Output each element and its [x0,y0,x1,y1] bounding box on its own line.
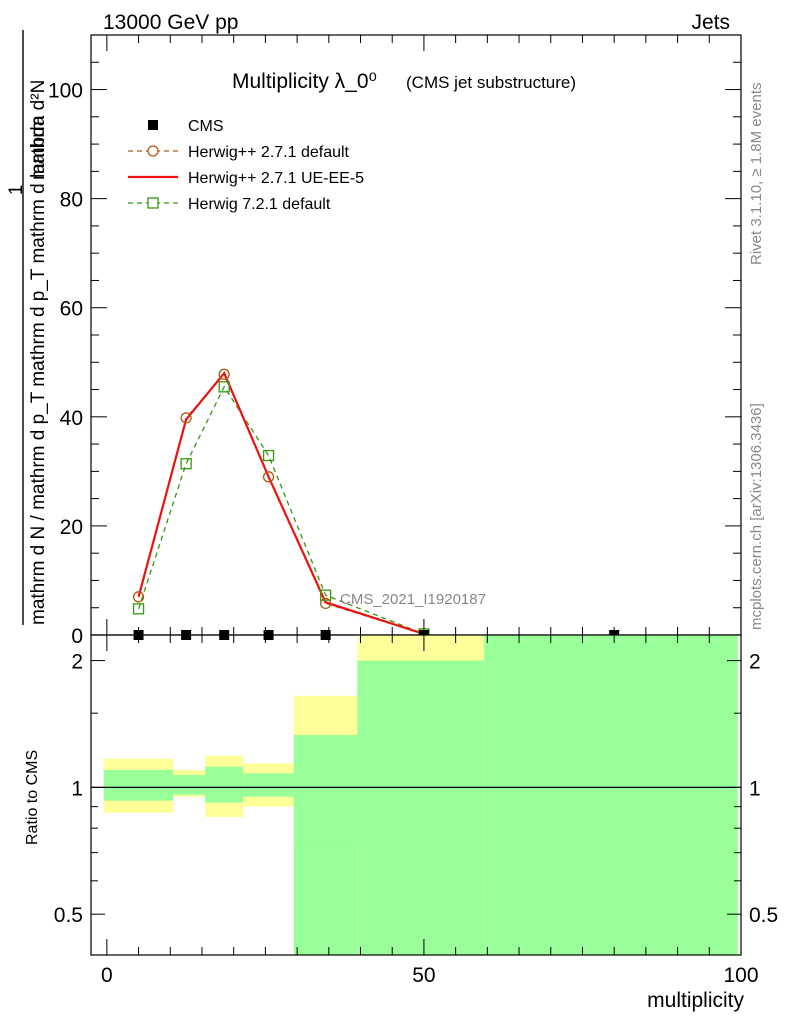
ratio-frame [90,634,742,956]
mcplots-label: mcplots.cern.ch [arXiv:1306.3436] [748,403,765,630]
ratio-band-inner [357,660,485,955]
herwig-721-point [180,458,192,470]
legend-label: CMS [188,118,224,135]
ratio-y-tick-label: 2 [71,651,83,674]
series-herwig-721-line [137,385,425,635]
rivet-version-label: Rivet 3.1.10, ≥ 1.8M events [748,83,765,266]
y-tick-label: 80 [60,189,83,212]
main-panel: Multiplicity λ_0⁰ (CMS jet substructure)… [48,34,742,648]
ratio-band-inner [484,635,738,955]
ratio-band-inner [138,769,174,801]
ratio-band-inner [205,766,244,803]
series-herwig-ueee5-line [137,371,425,635]
ratio-panel: 0.5 0.5 1 1 2 2 0 50 100 [54,634,778,987]
legend-label: Herwig++ 2.7.1 default [188,144,350,161]
y-tick-label: 40 [60,407,83,430]
legend-marker-cms [148,120,158,130]
y-tick-label: 0 [71,625,83,648]
chart-subtitle: (CMS jet substructure) [406,73,576,92]
ratio-y-tick-label: 1 [71,777,83,800]
herwig-default-point [180,412,192,424]
x-tick-label: 100 [723,964,758,987]
y-tick-label: 20 [60,516,83,539]
y-tick-label: 100 [48,80,83,103]
ratio-band-inner [243,773,294,797]
legend-marker-herwig-default [147,145,159,157]
main-y-axis-label: 1 mathrm d²N mathrm d N / mathrm d p_T m… [6,30,49,625]
ratio-band-inner [173,774,206,795]
y-tick-label: 60 [60,298,83,321]
ratio-y-tick-label: 2 [749,651,761,674]
herwig-default-point [132,591,145,603]
ratio-y-axis-label: Ratio to CMS [24,750,41,845]
legend-label: Herwig 7.2.1 default [188,196,331,213]
x-tick-label: 0 [101,964,113,987]
legend-marker-herwig-721 [147,197,159,209]
ratio-y-tick-label: 0.5 [749,904,778,927]
y-label-top-one: 1 [6,185,27,196]
watermark-label: CMS_2021_I1920187 [340,591,486,608]
legend: CMS Herwig++ 2.7.1 default Herwig++ 2.7.1 … [128,118,364,213]
herwig-721-point [319,589,332,601]
herwig-default-point [262,471,275,483]
legend-label: Herwig++ 2.7.1 UE-EE-5 [188,170,364,187]
y-label-bottom: mathrm d N / mathrm d p_T mathrm d p_T m… [28,115,49,625]
y-label-top-fraction: mathrm d²N [28,80,49,180]
process-label: Jets [691,11,730,34]
chart-title: Multiplicity λ_0⁰ [232,70,377,93]
energy-label: 13000 GeV pp [103,11,238,34]
ratio-band-inner [103,769,139,801]
ratio-band-inner [293,735,358,848]
ratio-y-tick-label: 0.5 [54,904,83,927]
herwig-default-point [218,368,230,380]
x-tick-label: 50 [412,964,435,987]
herwig-default-point [319,597,332,610]
ratio-y-tick-label: 1 [749,777,761,800]
x-axis-label: multiplicity [647,989,744,1012]
herwig-721-point [218,381,230,393]
herwig-721-point [132,603,145,615]
herwig-721-point [262,449,275,462]
